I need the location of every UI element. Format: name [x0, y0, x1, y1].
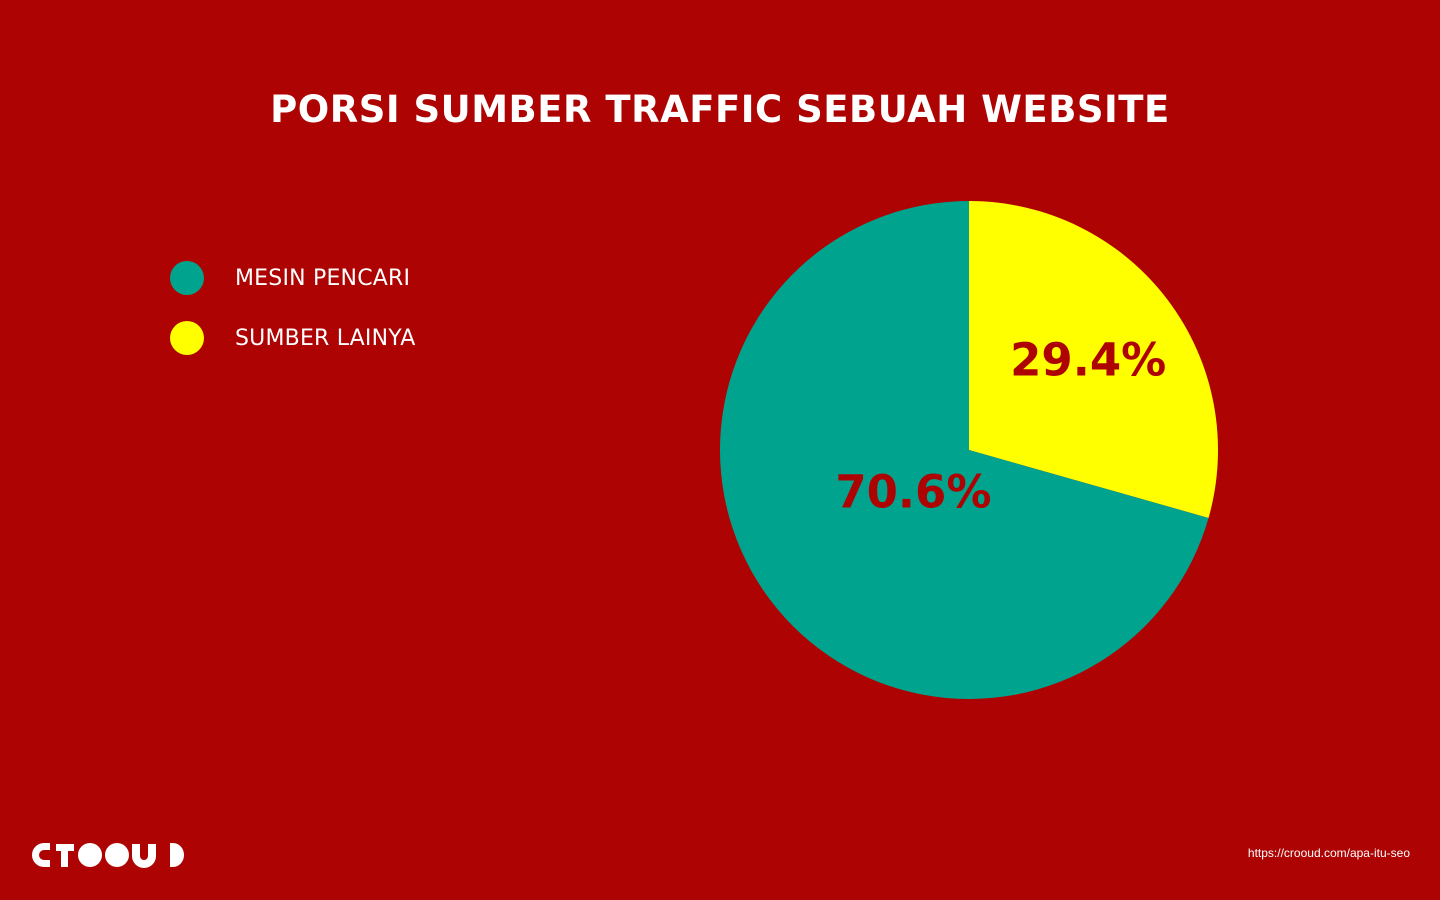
- pie-label-sumber-lainya: 29.4%: [1010, 333, 1166, 386]
- legend-item-sumber-lainya: SUMBER LAINYA: [170, 320, 415, 356]
- legend-label-sumber-lainya: SUMBER LAINYA: [235, 325, 416, 351]
- chart-title: PORSI SUMBER TRAFFIC SEBUAH WEBSITE: [270, 88, 1170, 131]
- source-url: https://crooud.com/apa-itu-seo: [1247, 846, 1410, 860]
- pie-slice-mesin-pencari: [720, 201, 1209, 699]
- crooud-logo-icon: [32, 843, 184, 868]
- legend-label-mesin-pencari: MESIN PENCARI: [235, 265, 411, 291]
- chart-legend: MESIN PENCARI SUMBER LAINYA: [170, 260, 415, 380]
- legend-item-mesin-pencari: MESIN PENCARI: [170, 260, 415, 296]
- pie-slice-sumber-lainya: [969, 201, 1218, 518]
- legend-swatch-sumber-lainya: [170, 321, 204, 355]
- pie-label-mesin-pencari: 70.6%: [835, 466, 991, 519]
- legend-swatch-mesin-pencari: [170, 261, 204, 295]
